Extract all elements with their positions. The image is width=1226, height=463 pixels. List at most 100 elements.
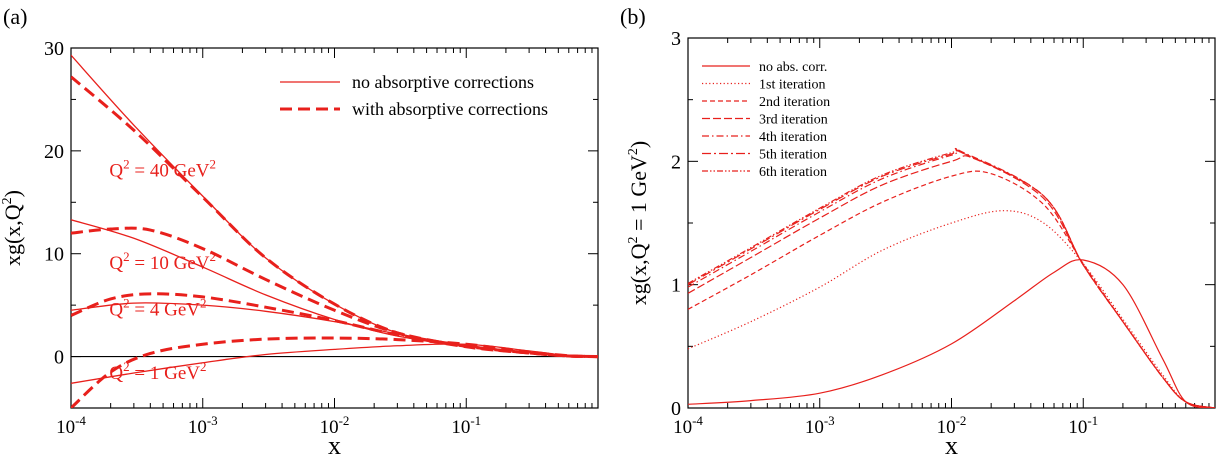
legend-entry-label: 3rd iteration	[759, 113, 828, 128]
legend-entry-label: no abs. corr.	[759, 60, 827, 75]
tick-base: 10	[188, 417, 207, 438]
x-tick-label: 10-2	[320, 413, 350, 438]
label-part: 1	[150, 363, 160, 384]
label-part: =	[134, 253, 145, 274]
x-tick-label: 10-1	[1068, 413, 1098, 438]
label-part: 0	[159, 161, 169, 182]
legend-entry-label: with absorptive corrections	[352, 99, 548, 119]
legend-entry-label: 4th iteration	[759, 130, 827, 145]
label-sup: 2	[210, 249, 217, 264]
legend: no abs. corr. 1st iteration 2nd iteration 3…	[702, 60, 830, 180]
label-part: (	[626, 276, 651, 283]
label-part: =	[134, 161, 145, 182]
y-tick-label: 20	[44, 141, 64, 163]
series-line-2	[688, 170, 1215, 408]
label-part: =	[626, 219, 651, 231]
label-part: Q	[109, 299, 123, 320]
label-part: V	[196, 253, 210, 274]
tick-exp: -2	[339, 413, 350, 428]
label-part: e	[178, 299, 186, 320]
series-line-0	[688, 259, 1215, 408]
label-part: V	[186, 299, 200, 320]
label-sup: 2	[123, 359, 130, 374]
curve-annotation: Q2 = 1 GeV2	[109, 359, 206, 384]
label-sup: 2	[210, 157, 217, 172]
tick-exp: -2	[956, 413, 967, 428]
label-part: e	[187, 253, 195, 274]
label-sup: 2	[200, 295, 207, 310]
tick-exp: -4	[75, 413, 86, 428]
label-sup: 2	[200, 359, 207, 374]
label-part: Q	[0, 204, 25, 220]
legend-entry-label: no absorptive corrections	[352, 72, 534, 92]
curve-annotation: Q2 = 10 GeV2	[109, 249, 216, 274]
y-tick-label: 1	[671, 275, 681, 297]
label-part: e	[178, 363, 186, 384]
y-axis-label: xg(x,Q2 = 1 GeV2)	[626, 141, 651, 306]
series-group	[71, 54, 598, 408]
x-tick-label: 10-3	[188, 413, 218, 438]
series-line-2	[71, 219, 598, 358]
tick-base: 10	[56, 417, 75, 438]
label-part: g	[626, 283, 651, 294]
tick-base: 10	[805, 417, 824, 438]
label-part: 4	[150, 161, 160, 182]
panel-label: (b)	[620, 4, 646, 29]
label-part: V	[196, 161, 210, 182]
label-part: g	[0, 244, 25, 255]
label-part: 1	[150, 253, 160, 274]
series-line-3	[688, 155, 1215, 408]
y-tick-label: 10	[44, 244, 64, 266]
y-tick-label: 3	[671, 28, 681, 50]
y-tick-label: 0	[671, 398, 681, 420]
y-tick-label: 0	[54, 347, 64, 369]
label-part: Q	[109, 253, 123, 274]
tick-exp: -4	[692, 413, 703, 428]
legend-entry-label: 6th iteration	[759, 165, 827, 180]
x-tick-label: 10-3	[805, 413, 835, 438]
label-part: x	[0, 226, 25, 237]
tick-exp: -3	[207, 413, 218, 428]
label-part: Q	[109, 161, 123, 182]
curve-annotation: Q2 = 40 GeV2	[109, 157, 216, 182]
label-part: x	[626, 294, 651, 305]
label-part: )	[0, 190, 25, 197]
x-tick-label: 10-1	[451, 413, 481, 438]
label-part: =	[134, 299, 145, 320]
tick-base: 10	[451, 417, 470, 438]
x-axis-label: x	[945, 431, 958, 460]
label-part: 1	[626, 202, 651, 213]
tick-base: 10	[673, 417, 692, 438]
label-part: G	[626, 181, 651, 197]
x-tick-label: 10-2	[937, 413, 967, 438]
legend: no absorptive corrections with absorptive…	[280, 72, 548, 119]
label-sup: 2	[123, 295, 130, 310]
series-line-5	[688, 148, 1215, 408]
label-part: e	[626, 171, 651, 181]
label-part: ,	[626, 259, 651, 265]
label-sup: 2	[626, 237, 641, 244]
label-part: V	[626, 155, 651, 171]
y-axis-label: xg(x,Q2)	[0, 190, 25, 266]
label-part: G	[174, 253, 188, 274]
legend-entry-label: 1st iteration	[759, 78, 826, 93]
label-part: =	[134, 363, 145, 384]
tick-exp: -3	[824, 413, 835, 428]
label-sup: 2	[123, 157, 130, 172]
label-part: G	[164, 363, 178, 384]
tick-base: 10	[937, 417, 956, 438]
tick-exp: -1	[470, 413, 481, 428]
label-part: Q	[109, 363, 123, 384]
label-part: x	[626, 265, 651, 276]
panel-label: (a)	[3, 4, 27, 29]
label-part: (	[0, 237, 25, 244]
x-tick-label: 10-4	[673, 413, 703, 438]
label-sup: 2	[626, 148, 641, 155]
curve-annotation: Q2 = 4 GeV2	[109, 295, 206, 320]
series-line-4	[688, 149, 1215, 408]
label-part: e	[187, 161, 195, 182]
x-tick-label: 10-4	[56, 413, 86, 438]
